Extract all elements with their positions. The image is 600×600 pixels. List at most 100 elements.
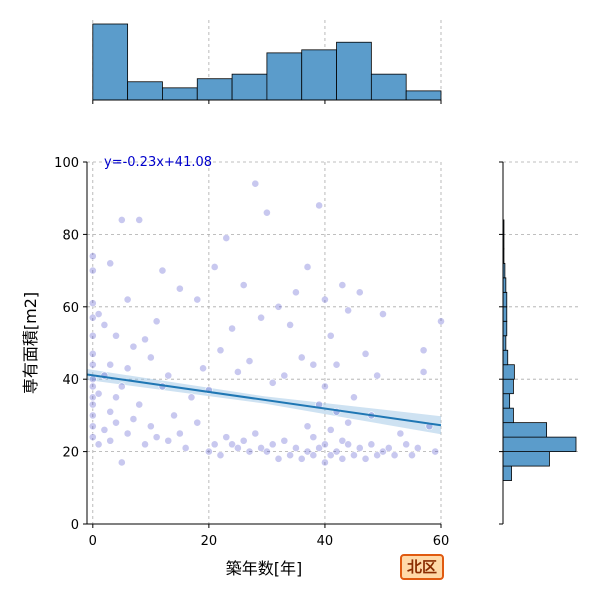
scatter-point <box>373 371 382 380</box>
scatter-point <box>402 440 411 449</box>
scatter-point <box>88 349 97 358</box>
scatter-point <box>361 454 370 463</box>
scatter-point <box>106 407 115 416</box>
scatter-point <box>112 418 120 427</box>
y-hist-bar <box>502 349 509 366</box>
scatter-point <box>112 331 120 340</box>
scatter-point <box>379 310 387 318</box>
scatter-point <box>88 360 97 369</box>
scatter-point <box>332 360 341 369</box>
x-hist-bar <box>301 49 337 101</box>
y-hist-bar <box>502 378 514 395</box>
x-tick-label: 60 <box>433 534 450 549</box>
scatter-point <box>321 440 329 449</box>
scatter-point <box>94 389 103 398</box>
scatter-point <box>141 335 149 344</box>
scatter-point <box>106 436 115 445</box>
scatter-point <box>233 444 242 452</box>
scatter-point <box>303 422 312 431</box>
scatter-point <box>135 400 144 409</box>
regression-line-path <box>86 373 442 427</box>
scatter-point <box>88 433 97 442</box>
scatter-point <box>88 252 97 261</box>
scatter-point <box>88 299 97 308</box>
scatter-point <box>268 440 277 449</box>
scatter-point <box>175 284 184 293</box>
scatter-point <box>94 310 103 318</box>
scatter-point <box>309 433 318 442</box>
scatter-point <box>251 179 260 188</box>
scatter-point <box>367 440 376 449</box>
y-hist-bar <box>502 451 550 467</box>
scatter-point <box>326 425 335 434</box>
scatter-point <box>181 444 190 452</box>
scatter-point <box>321 382 329 391</box>
scatter-point <box>379 447 387 456</box>
y-hist-bar <box>502 465 512 481</box>
scatter-point <box>100 320 109 329</box>
scatter-point <box>158 266 167 275</box>
x-hist-bar <box>196 78 233 101</box>
scatter-point <box>222 234 231 242</box>
x-hist-bar <box>336 41 372 101</box>
x-axis-title: 築年数[年] <box>226 559 303 578</box>
scatter-point <box>419 346 428 355</box>
y-hist-bar <box>502 364 515 380</box>
y-tick-label: 60 <box>62 301 79 316</box>
scatter-point <box>274 302 283 311</box>
scatter-point <box>123 364 132 373</box>
confidence-band <box>87 369 441 435</box>
x-hist-bar <box>162 87 198 101</box>
y-hist-bar <box>502 306 508 322</box>
scatter-point <box>164 436 173 445</box>
scatter-point <box>321 295 329 304</box>
scatter-point <box>413 444 422 452</box>
y-tick-label: 80 <box>62 228 79 243</box>
scatter-point <box>355 288 364 297</box>
x-hist-bar <box>370 73 407 101</box>
y-hist-bar <box>502 393 511 409</box>
scatter-point <box>326 451 335 460</box>
x-hist-bar <box>127 81 163 101</box>
scatter-point <box>228 440 236 449</box>
top-histogram <box>92 23 442 104</box>
scatter-point <box>146 422 155 431</box>
scatter-point <box>303 447 312 456</box>
scatter-point <box>257 444 265 452</box>
scatter-point <box>88 266 97 275</box>
scatter-point <box>239 436 248 445</box>
y-hist-bar <box>502 422 548 438</box>
scatter-point <box>123 295 132 304</box>
scatter-point <box>152 317 161 326</box>
scatter-point <box>390 451 399 460</box>
regression-line <box>86 373 442 427</box>
confidence-band-area <box>87 369 441 435</box>
scatter-point <box>88 331 97 340</box>
scatter-point <box>112 393 120 402</box>
scatter-point <box>263 447 271 456</box>
scatter-point <box>396 429 405 438</box>
scatter-point <box>123 429 132 438</box>
y-hist-bar <box>502 320 508 337</box>
scatter-point <box>292 444 300 452</box>
scatter-point <box>204 447 213 456</box>
scatter-point <box>117 216 126 224</box>
scatter-point <box>88 313 97 322</box>
scatter-point <box>315 444 324 452</box>
ticks: 0 20 40 60 0 20 40 60 80 100 <box>54 156 449 549</box>
scatter-point <box>344 418 353 427</box>
district-badge: 北区 <box>400 554 444 580</box>
scatter-point <box>257 313 265 322</box>
y-tick-label: 100 <box>54 156 79 171</box>
scatter-point <box>315 201 324 210</box>
scatter-point <box>210 263 219 271</box>
scatter-point <box>332 447 341 456</box>
scatter-point <box>321 458 329 467</box>
y-hist-bar <box>502 291 508 308</box>
y-tick-label: 0 <box>71 518 79 533</box>
scatter-point <box>88 400 97 409</box>
scatter-point <box>245 447 254 456</box>
regression-equation: y=-0.23x+41.08 <box>104 155 212 170</box>
scatter-point <box>228 324 236 333</box>
